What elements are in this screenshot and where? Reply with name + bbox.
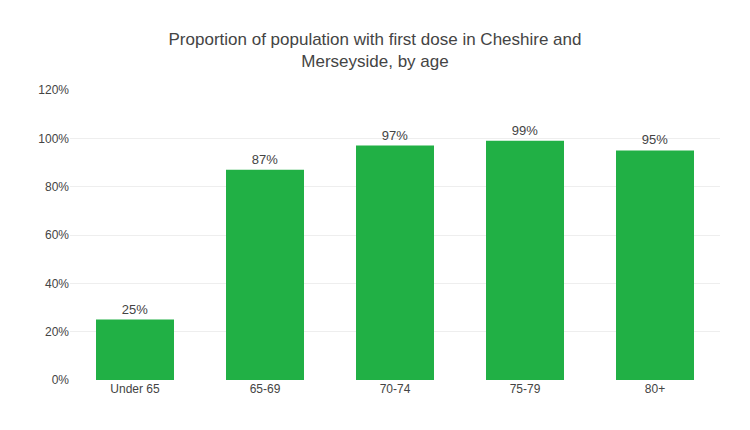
svg-text:95%: 95% (642, 132, 668, 147)
svg-text:Proportion of population with: Proportion of population with first dose… (169, 30, 582, 71)
svg-text:75-79: 75-79 (510, 382, 541, 396)
svg-text:120%: 120% (38, 83, 69, 97)
svg-text:20%: 20% (45, 325, 69, 339)
svg-text:80%: 80% (45, 180, 69, 194)
svg-text:65-69: 65-69 (250, 382, 281, 396)
svg-text:97%: 97% (382, 128, 408, 143)
svg-text:87%: 87% (252, 152, 278, 167)
svg-text:40%: 40% (45, 277, 69, 291)
svg-text:60%: 60% (45, 228, 69, 242)
svg-text:80+: 80+ (645, 382, 665, 396)
svg-text:Under 65: Under 65 (110, 382, 160, 396)
svg-text:99%: 99% (512, 123, 538, 138)
svg-text:100%: 100% (38, 132, 69, 146)
svg-text:25%: 25% (122, 302, 148, 317)
svg-text:0%: 0% (52, 373, 70, 387)
svg-text:70-74: 70-74 (380, 382, 411, 396)
